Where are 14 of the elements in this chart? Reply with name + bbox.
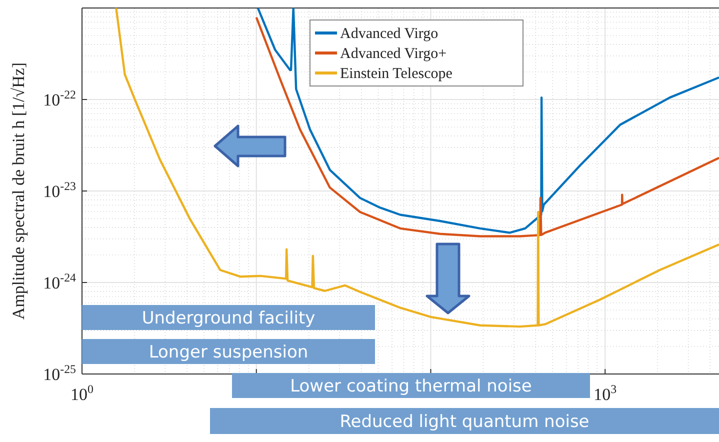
text: Lower coating thermal noise [290, 376, 532, 396]
y-tick-label: 10$^{-24}$ [43, 270, 76, 292]
y-tick-label: 10$^{-22}$ [43, 88, 76, 110]
legend-label: Einstein Telescope [340, 66, 453, 82]
x-tick-label: 10$^{0}$ [70, 382, 94, 404]
text: Reduced light quantum noise [340, 412, 590, 432]
annotation: Longer suspension [148, 342, 308, 362]
annotation: Underground facility [142, 308, 316, 328]
y-tick-label: 10$^{-23}$ [43, 179, 76, 201]
y-axis-title: Amplitude spectral de bruit h [1/√Hz] [9, 62, 28, 320]
x-tick-label: 10$^{3}$ [594, 382, 617, 404]
legend-label: Advanced Virgo+ [340, 46, 447, 62]
legend-label: Advanced Virgo [340, 26, 438, 42]
y-tick-label: 10$^{-25}$ [43, 362, 76, 384]
